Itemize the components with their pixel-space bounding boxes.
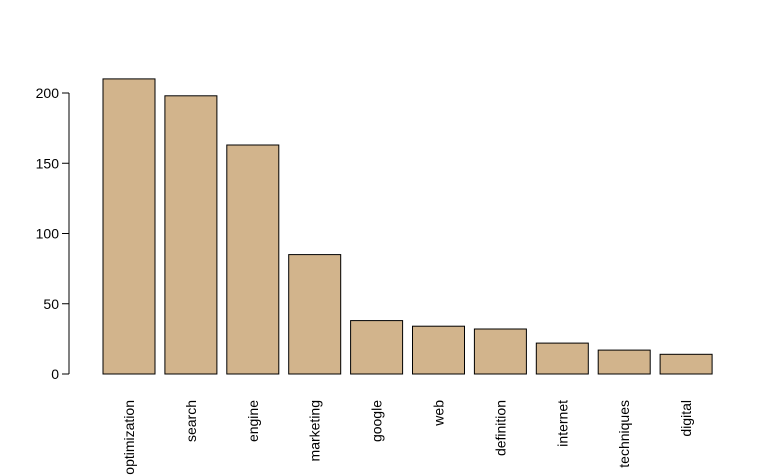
x-tick-label-google: google (369, 400, 385, 442)
x-tick-label-optimization: optimization (121, 400, 137, 475)
y-tick-label: 0 (51, 366, 59, 382)
bar-digital (659, 353, 713, 375)
y-tick-label: 100 (36, 226, 60, 242)
bar-web (412, 325, 465, 375)
bar-internet (535, 342, 589, 375)
bar-techniques (597, 349, 651, 375)
bar-definition (473, 328, 527, 375)
bar-search (164, 95, 218, 375)
x-tick-label-search: search (183, 400, 199, 442)
x-tick-label-techniques: techniques (616, 400, 632, 468)
bars-group (102, 78, 713, 375)
x-tick-label-definition: definition (492, 400, 508, 456)
x-tick-label-web: web (431, 400, 447, 427)
x-axis-labels: optimization search engine marketing google w… (121, 400, 694, 475)
x-tick-label-internet: internet (554, 400, 570, 447)
bar-marketing (288, 254, 342, 375)
y-tick-label: 150 (36, 155, 60, 171)
x-tick-label-digital: digital (678, 400, 694, 437)
x-tick-label-marketing: marketing (307, 400, 323, 461)
y-tick-label: 200 (36, 85, 60, 101)
y-tick-label: 50 (43, 296, 59, 312)
x-tick-label-engine: engine (245, 400, 261, 442)
bar-engine (226, 144, 280, 375)
bar-google (350, 320, 404, 375)
y-axis: 0 50 100 150 200 (36, 85, 70, 382)
bar-optimization (102, 78, 156, 375)
